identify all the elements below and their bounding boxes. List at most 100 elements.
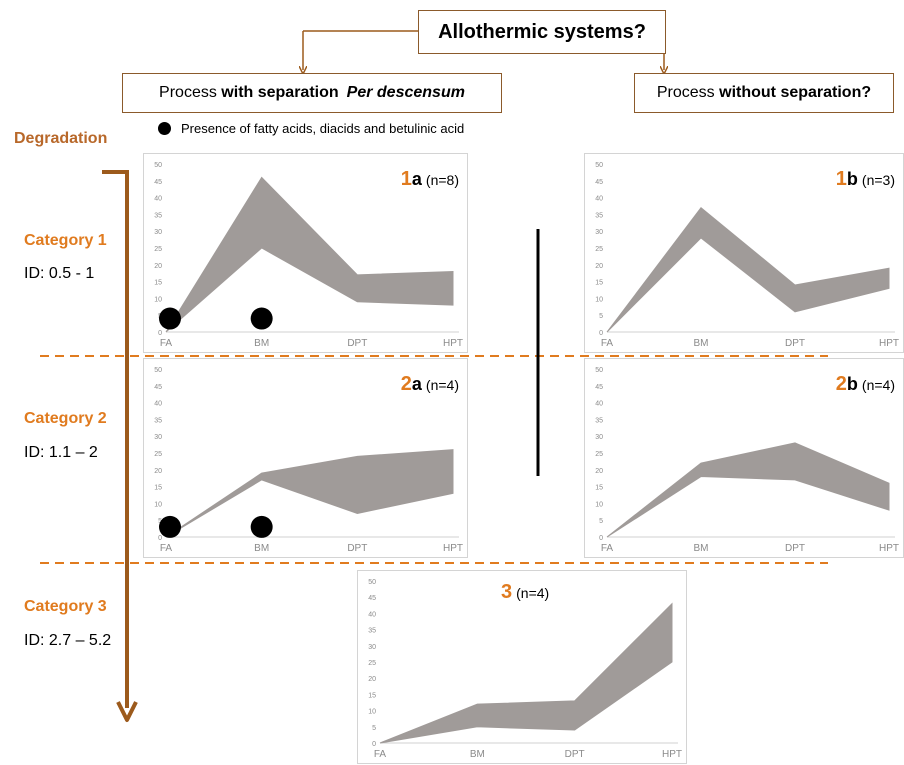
chart-label-count: (n=3) [861,172,895,188]
presence-dot [159,307,181,330]
legend-label: Presence of fatty acids, diacids and bet… [181,121,465,136]
category-1-title: Category 1 [24,232,107,249]
y-tick-label: 25 [154,451,162,458]
y-tick-label: 0 [158,330,162,337]
presence-dot [159,515,181,538]
x-tick-label-dpt: DPT [347,338,367,349]
y-tick-label: 30 [595,229,603,236]
x-tick-label-dpt: DPT [347,543,367,554]
x-tick-label-dpt: DPT [785,338,805,349]
chart-label-count: (n=8) [425,172,459,188]
process-with-separation-box: Process with separation Per descensum [122,73,502,113]
chart-3: 0 5 10 15 20 25 30 35 40 45 50 FA BM DPT HPT 3 (n=4) [357,570,687,764]
y-tick-label: 35 [368,628,376,635]
category-1-id: ID: 0.5 - 1 [24,265,95,282]
range-band [379,602,673,744]
y-tick-label: 35 [154,212,162,219]
presence-dot [250,515,273,538]
x-tick-label-bm: BM [254,338,269,349]
category-3-id: ID: 2.7 – 5.2 [24,632,112,649]
y-tick-label: 25 [368,660,376,667]
left-box-prefix: Process [159,84,222,101]
x-tick-label-bm: BM [470,749,485,760]
chart-label-letter: a [411,374,422,394]
chart-label-number: 3 [501,581,513,603]
chart-label-letter: b [846,169,858,189]
chart-1-plot: 0 5 10 15 20 25 30 35 40 45 50 FA BM DPT HPT [595,162,899,349]
range-band [606,442,890,538]
chart-label: 2a (n=4) [401,373,459,396]
y-tick-label: 35 [595,212,603,219]
process-without-separation-box: Process without separation? [634,73,894,113]
y-tick-label: 5 [372,725,376,732]
y-tick-label: 35 [595,417,603,424]
y-tick-label: 15 [154,280,162,287]
y-tick-label: 0 [599,535,603,542]
y-tick-label: 30 [154,229,162,236]
y-tick-label: 20 [595,263,603,270]
range-band [165,176,454,333]
chart-label-letter: a [411,169,422,189]
y-tick-label: 10 [368,709,376,716]
chart-2-plot: 0 5 10 15 20 25 30 35 40 45 50 FA BM DPT HPT [154,367,463,554]
range-band [165,449,454,538]
chart-2a: 0 5 10 15 20 25 30 35 40 45 50 FA BM DPT HPT 2a (n=4) [143,358,468,558]
range-band [606,206,890,333]
presence-dot [250,307,273,330]
x-tick-label-hpt: HPT [879,543,899,554]
x-tick-label-hpt: HPT [443,543,463,554]
chart-label-count: (n=4) [425,377,459,393]
chart-label-number: 1 [835,168,847,190]
x-tick-label-fa: FA [160,543,173,554]
chart-1a: 05101520253035404550FABMDPTHPT1a(n=8) [143,153,468,353]
y-tick-label: 40 [595,196,603,203]
chart-label-number: 1 [400,168,412,190]
y-tick-label: 5 [599,518,603,525]
degradation-arrow [102,170,129,708]
y-tick-label: 35 [154,417,162,424]
category-2-id: ID: 1.1 – 2 [24,444,98,461]
y-tick-label: 10 [595,296,603,303]
y-tick-label: 0 [158,535,162,542]
x-tick-label-hpt: HPT [443,338,463,349]
chart-4-plot: 0 5 10 15 20 25 30 35 40 45 50 FA BM DPT HPT [368,579,682,760]
y-tick-label: 45 [595,179,603,186]
degradation-label: Degradation [14,130,108,147]
y-tick-label: 20 [368,676,376,683]
chart-2b: 0 5 10 15 20 25 30 35 40 45 50 FA BM DPT HPT 2b (n=4) [584,358,904,558]
y-tick-label: 30 [154,434,162,441]
y-tick-label: 15 [595,280,603,287]
x-tick-label-fa: FA [374,749,387,760]
y-tick-label: 20 [154,468,162,475]
y-tick-label: 5 [158,518,162,525]
chart-label-letter: b [846,374,858,394]
x-tick-label-bm: BM [694,543,709,554]
x-tick-label-hpt: HPT [662,749,682,760]
y-tick-label: 20 [154,263,162,270]
y-tick-label: 15 [368,692,376,699]
category-2-title: Category 2 [24,410,107,427]
y-tick-label: 40 [368,611,376,618]
y-tick-label: 15 [154,485,162,492]
y-tick-label: 50 [154,162,162,169]
x-tick-label-bm: BM [254,543,269,554]
y-tick-label: 45 [154,179,162,186]
y-tick-label: 10 [154,501,162,508]
x-tick-label-fa: FA [601,338,614,349]
y-tick-label: 25 [595,246,603,253]
chart-label: 1a (n=8) [401,168,459,191]
y-tick-label: 45 [595,384,603,391]
chart-label: 1b (n=3) [836,168,895,191]
y-tick-label: 45 [368,595,376,602]
chart-label-count: (n=4) [516,585,550,601]
y-tick-label: 40 [154,401,162,408]
y-tick-label: 45 [154,384,162,391]
y-tick-label: 15 [595,485,603,492]
x-tick-label-fa: FA [601,543,614,554]
y-tick-label: 40 [595,401,603,408]
x-tick-label-hpt: HPT [879,338,899,349]
y-tick-label: 0 [372,741,376,748]
y-tick-label: 50 [595,367,603,374]
y-tick-label: 10 [595,501,603,508]
